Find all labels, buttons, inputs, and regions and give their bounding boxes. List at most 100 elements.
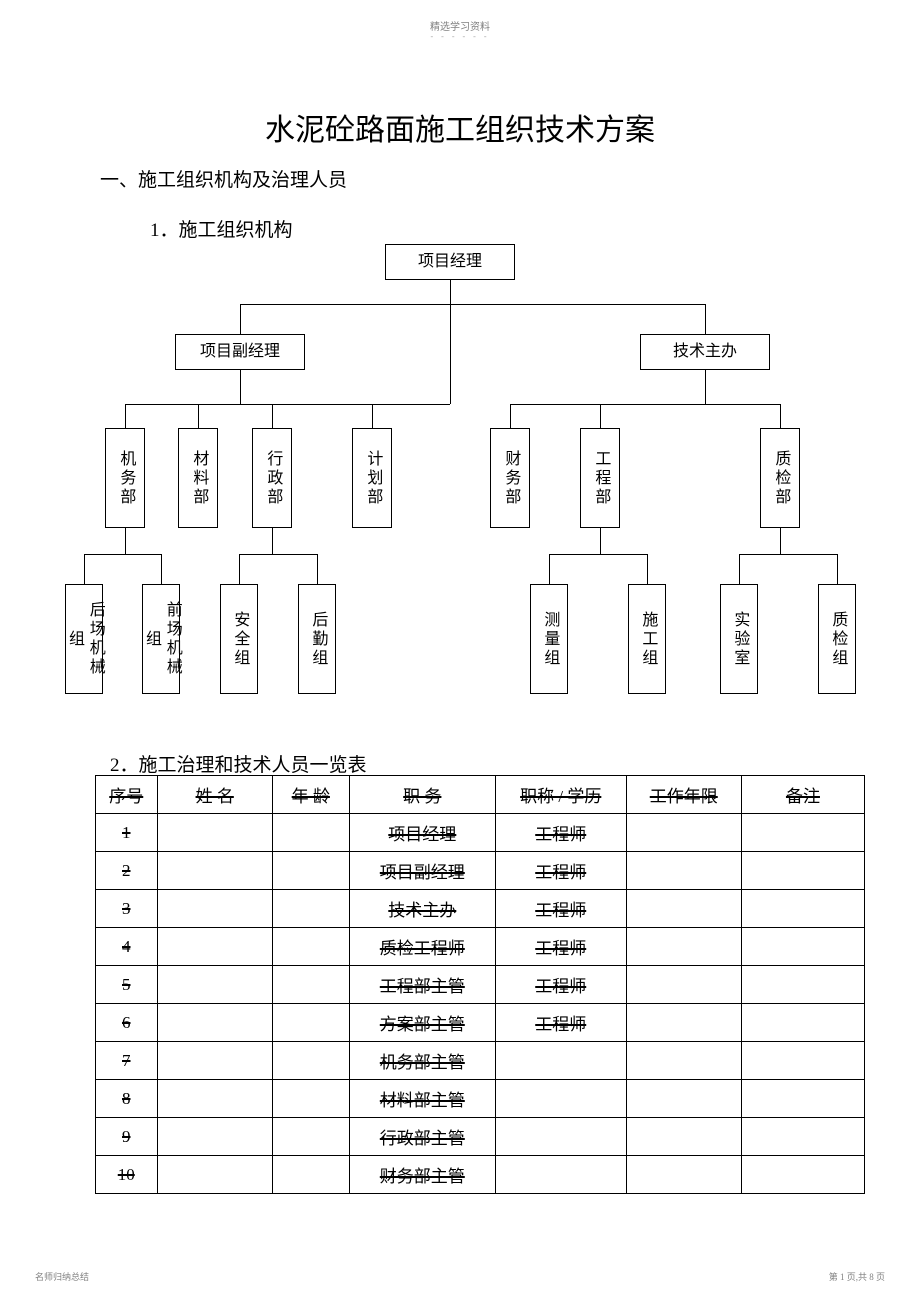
table-cell: 2	[96, 852, 158, 890]
table-row: 7机务部主管	[96, 1042, 865, 1080]
table-cell: 10	[96, 1156, 158, 1194]
table-row: 2项目副经理工程师	[96, 852, 865, 890]
table-cell	[157, 1004, 272, 1042]
table-cell	[626, 890, 741, 928]
org-chart-edge	[705, 370, 706, 404]
org-chart-node: 实验室	[720, 584, 758, 694]
table-cell: 工程师	[495, 966, 626, 1004]
org-chart-node: 计划部	[352, 428, 392, 528]
table-cell	[157, 1042, 272, 1080]
table-cell	[741, 1156, 864, 1194]
table-cell	[157, 928, 272, 966]
table-row: 1项目经理工程师	[96, 814, 865, 852]
org-chart-edge	[372, 404, 450, 405]
table-cell	[626, 1042, 741, 1080]
table-cell: 财务部主管	[349, 1156, 495, 1194]
table-cell	[626, 966, 741, 1004]
table-cell	[495, 1118, 626, 1156]
header-watermark: 精选学习资料	[430, 18, 490, 33]
table-cell	[272, 1042, 349, 1080]
table-header-cell: 职称 / 学历	[495, 776, 626, 814]
section-heading-2: 2．施工治理和技术人员一览表	[110, 750, 367, 777]
table-cell	[495, 1080, 626, 1118]
org-chart-edge	[739, 554, 837, 555]
org-chart-node: 后勤组	[298, 584, 336, 694]
personnel-table: 序号姓 名年 龄职 务职称 / 学历工作年限备注1项目经理工程师2项目副经理工程…	[95, 775, 865, 1194]
table-cell	[741, 890, 864, 928]
table-cell	[626, 852, 741, 890]
org-chart-node: 测量组	[530, 584, 568, 694]
table-cell: 工程师	[495, 1004, 626, 1042]
table-cell	[157, 890, 272, 928]
org-chart-edge	[549, 554, 550, 584]
table-cell	[626, 928, 741, 966]
org-chart-node: 施工组	[628, 584, 666, 694]
table-cell: 工程师	[495, 852, 626, 890]
table-row: 4质检工程师工程师	[96, 928, 865, 966]
table-row: 8 材料部主管	[96, 1080, 865, 1118]
org-chart-edge	[780, 528, 781, 554]
table-cell	[157, 1118, 272, 1156]
table-header-cell: 备注	[741, 776, 864, 814]
org-chart-edge	[549, 554, 647, 555]
table-row: 3技术主办工程师	[96, 890, 865, 928]
table-cell: 机务部主管	[349, 1042, 495, 1080]
org-chart: 项目经理项目副经理技术主办机务部材料部行政部计划部财务部工程部质检部后场机械组前…	[60, 244, 880, 724]
org-chart-edge	[739, 554, 740, 584]
table-cell: 技术主办	[349, 890, 495, 928]
table-cell	[272, 1118, 349, 1156]
org-chart-edge	[450, 304, 451, 404]
org-chart-edge	[600, 404, 601, 428]
table-header-cell: 年 龄	[272, 776, 349, 814]
table-cell	[272, 1004, 349, 1042]
table-cell: 项目经理	[349, 814, 495, 852]
table-header-cell: 工作年限	[626, 776, 741, 814]
table-cell	[495, 1042, 626, 1080]
table-cell: 6	[96, 1004, 158, 1042]
table-cell	[626, 1156, 741, 1194]
org-chart-edge	[84, 554, 161, 555]
table-cell	[626, 1004, 741, 1042]
org-chart-edge	[198, 404, 199, 428]
org-chart-edge	[647, 554, 648, 584]
org-chart-edge	[450, 280, 451, 304]
table-cell: 质检工程师	[349, 928, 495, 966]
table-cell: 工程师	[495, 890, 626, 928]
table-cell: 行政部主管	[349, 1118, 495, 1156]
section-heading-1-1: 1．施工组织机构	[150, 215, 293, 242]
table-cell: 8	[96, 1080, 158, 1118]
table-cell	[272, 966, 349, 1004]
table-cell	[157, 1080, 272, 1118]
org-chart-edge	[240, 304, 241, 334]
table-cell	[495, 1156, 626, 1194]
page-title: 水泥砼路面施工组织技术方案	[265, 105, 655, 149]
table-cell	[157, 966, 272, 1004]
table-cell: 工程部主管	[349, 966, 495, 1004]
table-cell	[157, 814, 272, 852]
footer-left: 名师归纳总结	[35, 1270, 89, 1283]
table-cell: 材料部主管	[349, 1080, 495, 1118]
org-chart-edge	[272, 528, 273, 554]
org-chart-edge	[239, 554, 317, 555]
table-row: 5 工程部主管工程师	[96, 966, 865, 1004]
table-cell	[741, 1080, 864, 1118]
org-chart-node: 后场机械组	[65, 584, 103, 694]
org-chart-node: 工程部	[580, 428, 620, 528]
table-row: 9行政部主管	[96, 1118, 865, 1156]
table-cell	[626, 1118, 741, 1156]
org-chart-edge	[125, 404, 372, 405]
org-chart-node: 技术主办	[640, 334, 770, 370]
table-cell: 5	[96, 966, 158, 1004]
org-chart-edge	[125, 528, 126, 554]
org-chart-edge	[372, 404, 373, 428]
table-cell	[741, 966, 864, 1004]
table-header-cell: 姓 名	[157, 776, 272, 814]
org-chart-edge	[240, 370, 241, 404]
table-cell	[626, 1080, 741, 1118]
personnel-table-container: 序号姓 名年 龄职 务职称 / 学历工作年限备注1项目经理工程师2项目副经理工程…	[95, 775, 865, 1194]
table-cell	[157, 852, 272, 890]
org-chart-edge	[161, 554, 162, 584]
table-row: 6方案部主管工程师	[96, 1004, 865, 1042]
org-chart-edge	[510, 404, 780, 405]
table-header-cell: 序号	[96, 776, 158, 814]
